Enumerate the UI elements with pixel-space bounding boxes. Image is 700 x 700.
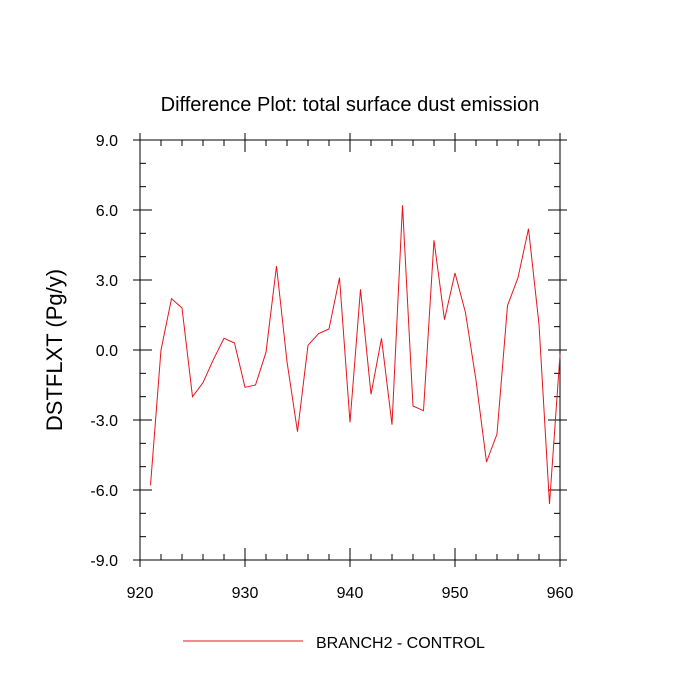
- x-tick-label: 950: [442, 585, 469, 602]
- x-tick-label: 920: [127, 585, 154, 602]
- y-tick-label: -6.0: [90, 483, 118, 500]
- legend-label: BRANCH2 - CONTROL: [316, 635, 485, 652]
- plot-frame: [139, 139, 561, 561]
- y-tick-label: -3.0: [90, 413, 118, 430]
- x-tick-label: 930: [232, 585, 259, 602]
- axis-ticks: [133, 133, 567, 567]
- y-tick-label: 3.0: [96, 273, 118, 290]
- chart-title: Difference Plot: total surface dust emis…: [161, 94, 540, 116]
- x-tick-label: 960: [547, 585, 574, 602]
- y-tick-label: 0.0: [96, 343, 118, 360]
- y-tick-label: -9.0: [90, 553, 118, 570]
- y-tick-label: 9.0: [96, 133, 118, 150]
- series-line-branch2-control: [150, 205, 561, 505]
- legend: BRANCH2 - CONTROL: [183, 635, 485, 652]
- y-tick-label: 6.0: [96, 203, 118, 220]
- x-tick-label: 940: [337, 585, 364, 602]
- y-axis-label: DSTFLXT (Pg/y): [42, 269, 67, 431]
- series-layer: [150, 205, 561, 505]
- axis-tick-labels: 920 930 940 950 960 -9.0 -6.0 -3.0 0.0 3.0 6.0 9.0: [90, 133, 573, 602]
